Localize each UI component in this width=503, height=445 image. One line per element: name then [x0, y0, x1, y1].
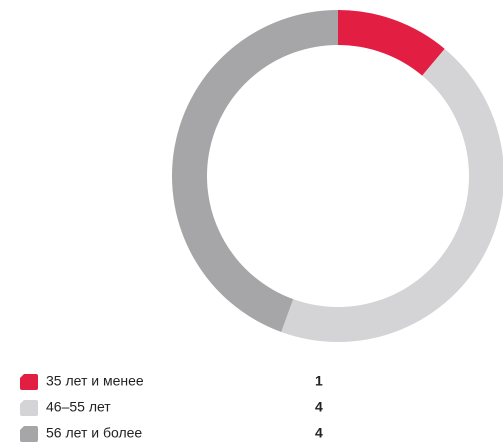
legend-label: 35 лет и менее: [46, 373, 144, 389]
legend-value: 4: [315, 425, 323, 441]
legend-label: 46–55 лет: [46, 399, 111, 415]
legend-value: 1: [315, 373, 323, 389]
legend-marker: [20, 374, 38, 390]
donut-segment: [172, 10, 338, 332]
donut-segment: [281, 48, 503, 342]
donut-segment: [338, 10, 445, 76]
legend-value: 4: [315, 399, 323, 415]
legend-marker: [20, 426, 38, 442]
legend-marker: [20, 400, 38, 416]
legend-label: 56 лет и более: [46, 425, 142, 441]
